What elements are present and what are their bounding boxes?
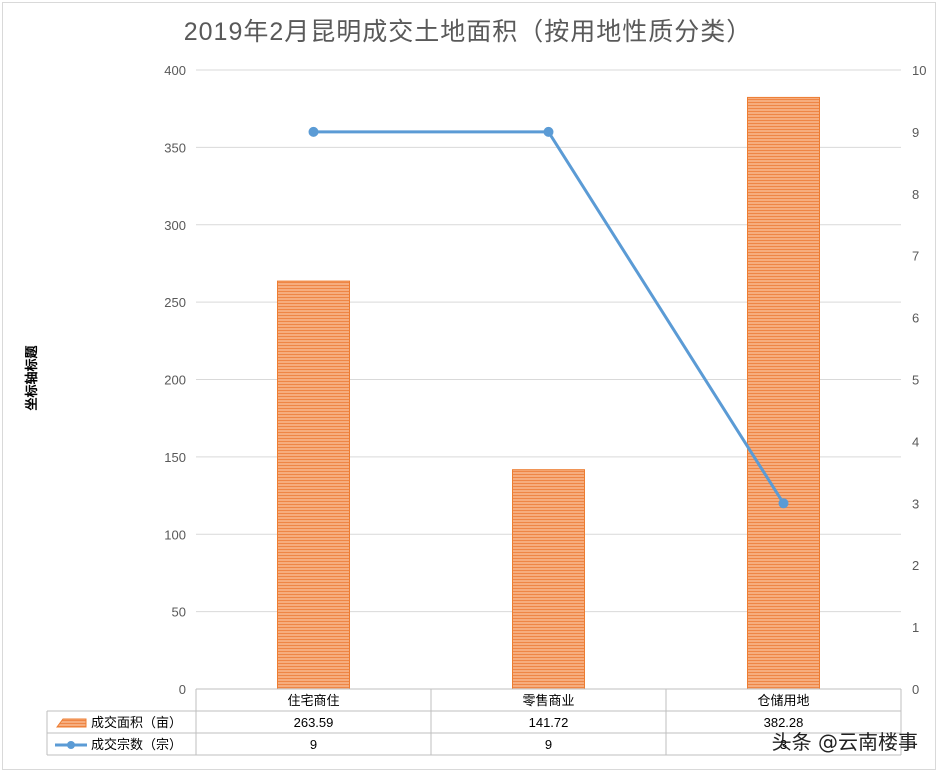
table-value: 9 [310, 737, 317, 752]
right-tick-label: 2 [912, 558, 919, 573]
right-tick-label: 8 [912, 187, 919, 202]
bar-series [277, 96, 820, 690]
x-tick-label: 零售商业 [522, 693, 574, 708]
bar [747, 96, 820, 690]
x-tick-label: 住宅商住 [287, 693, 339, 708]
line-point [543, 126, 554, 137]
legend-key-bar [56, 718, 87, 728]
legend-label: 成交面积（亩） [91, 715, 182, 730]
left-tick-label: 100 [164, 527, 186, 542]
legend-label: 成交宗数（宗） [91, 737, 182, 752]
table-value: 3 [780, 737, 787, 752]
right-tick-label: 5 [912, 373, 919, 388]
right-axis-ticks: 0 1 2 3 4 5 6 7 8 9 10 [912, 63, 926, 697]
right-tick-label: 3 [912, 496, 919, 511]
right-tick-label: 0 [912, 682, 919, 697]
line-point [778, 498, 789, 509]
line-series [308, 126, 789, 509]
x-tick-label: 仓储用地 [757, 693, 809, 708]
left-tick-label: 200 [164, 373, 186, 388]
left-tick-label: 350 [164, 140, 186, 155]
right-tick-label: 4 [912, 434, 919, 449]
line-point [308, 126, 319, 137]
table-value: 263.59 [294, 715, 334, 730]
left-tick-label: 250 [164, 295, 186, 310]
right-tick-label: 10 [912, 63, 926, 78]
right-tick-label: 1 [912, 620, 919, 635]
bar [277, 280, 350, 690]
right-tick-label: 6 [912, 311, 919, 326]
legend-key-marker [67, 741, 75, 749]
right-tick-label: 9 [912, 125, 919, 140]
right-tick-label: 7 [912, 249, 919, 264]
chart-title: 2019年2月昆明成交土地面积（按用地性质分类） [184, 18, 753, 46]
watermark: 头条 @云南楼事 [772, 730, 918, 754]
table-value: 9 [545, 737, 552, 752]
left-tick-label: 150 [164, 450, 186, 465]
series-line [313, 130, 785, 505]
left-tick-label: 300 [164, 218, 186, 233]
left-tick-label: 0 [179, 682, 186, 697]
table-value: 141.72 [529, 715, 569, 730]
table-value: 382.28 [764, 715, 804, 730]
y-axis-title: 坐标轴标题 [24, 345, 39, 411]
left-tick-label: 50 [172, 605, 186, 620]
left-axis-ticks: 0 50 100 150 200 250 300 350 400 [164, 63, 186, 697]
left-tick-label: 400 [164, 63, 186, 78]
bar [512, 469, 585, 690]
